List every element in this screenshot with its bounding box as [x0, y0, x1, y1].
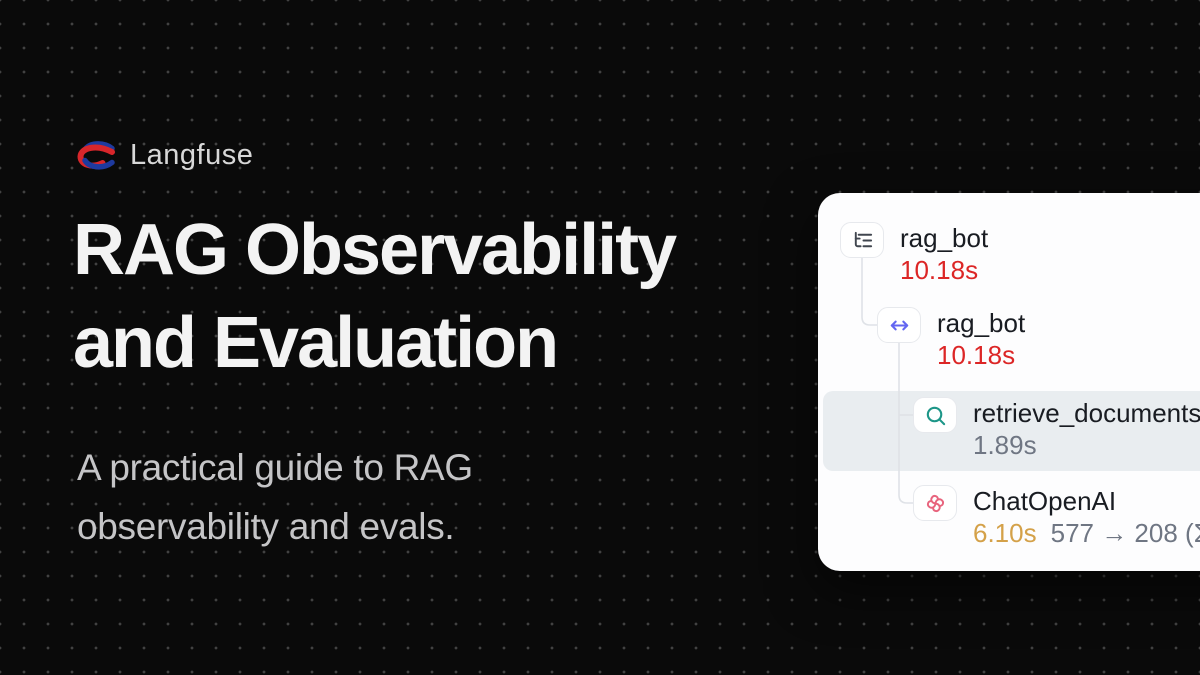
trace-row-rag-bot-span[interactable]: rag_bot 10.18s	[877, 307, 1025, 371]
title-line-2: and Evaluation	[73, 303, 559, 383]
trace-row-duration: 10.18s	[900, 255, 979, 285]
subtitle-line-2: observability and evals.	[77, 506, 455, 547]
trace-row-duration: 6.10s	[973, 518, 1037, 548]
trace-row-duration: 10.18s	[937, 340, 1016, 370]
trace-row-label: retrieve_documents	[973, 398, 1200, 428]
pinwheel-icon[interactable]	[913, 485, 957, 521]
subtitle-line-1: A practical guide to RAG	[77, 447, 473, 488]
trace-row-token-usage: 577 → 208 (Σ 7	[1050, 518, 1200, 548]
trace-row-retrieve-documents[interactable]: retrieve_documents 1.89s	[913, 397, 1200, 461]
search-icon[interactable]	[913, 397, 957, 433]
brand: Langfuse	[75, 138, 253, 173]
brand-name: Langfuse	[130, 139, 254, 171]
trace-row-rag-bot-root[interactable]: rag_bot 10.18s	[840, 222, 988, 286]
langfuse-logo-icon	[75, 138, 117, 173]
trace-row-label: ChatOpenAI	[973, 486, 1117, 516]
selected-row-highlight	[823, 391, 1200, 471]
trace-tree-panel: rag_bot 10.18s rag_bot 10.18s retrieve	[818, 193, 1200, 571]
title-line-1: RAG Observability	[73, 210, 677, 290]
trace-row-label: rag_bot	[937, 308, 1026, 338]
trace-row-chatopenai[interactable]: ChatOpenAI 6.10s 577 → 208 (Σ 7	[913, 485, 1200, 549]
trace-row-duration: 1.89s	[973, 430, 1037, 460]
page-subtitle: A practical guide to RAG observability a…	[77, 438, 473, 556]
page-title: RAG Observability and Evaluation	[73, 204, 677, 390]
tree-connector-lines	[861, 258, 913, 504]
list-tree-icon[interactable]	[840, 222, 884, 258]
trace-row-label: rag_bot	[900, 223, 989, 253]
horizontal-arrows-icon[interactable]	[877, 307, 921, 343]
